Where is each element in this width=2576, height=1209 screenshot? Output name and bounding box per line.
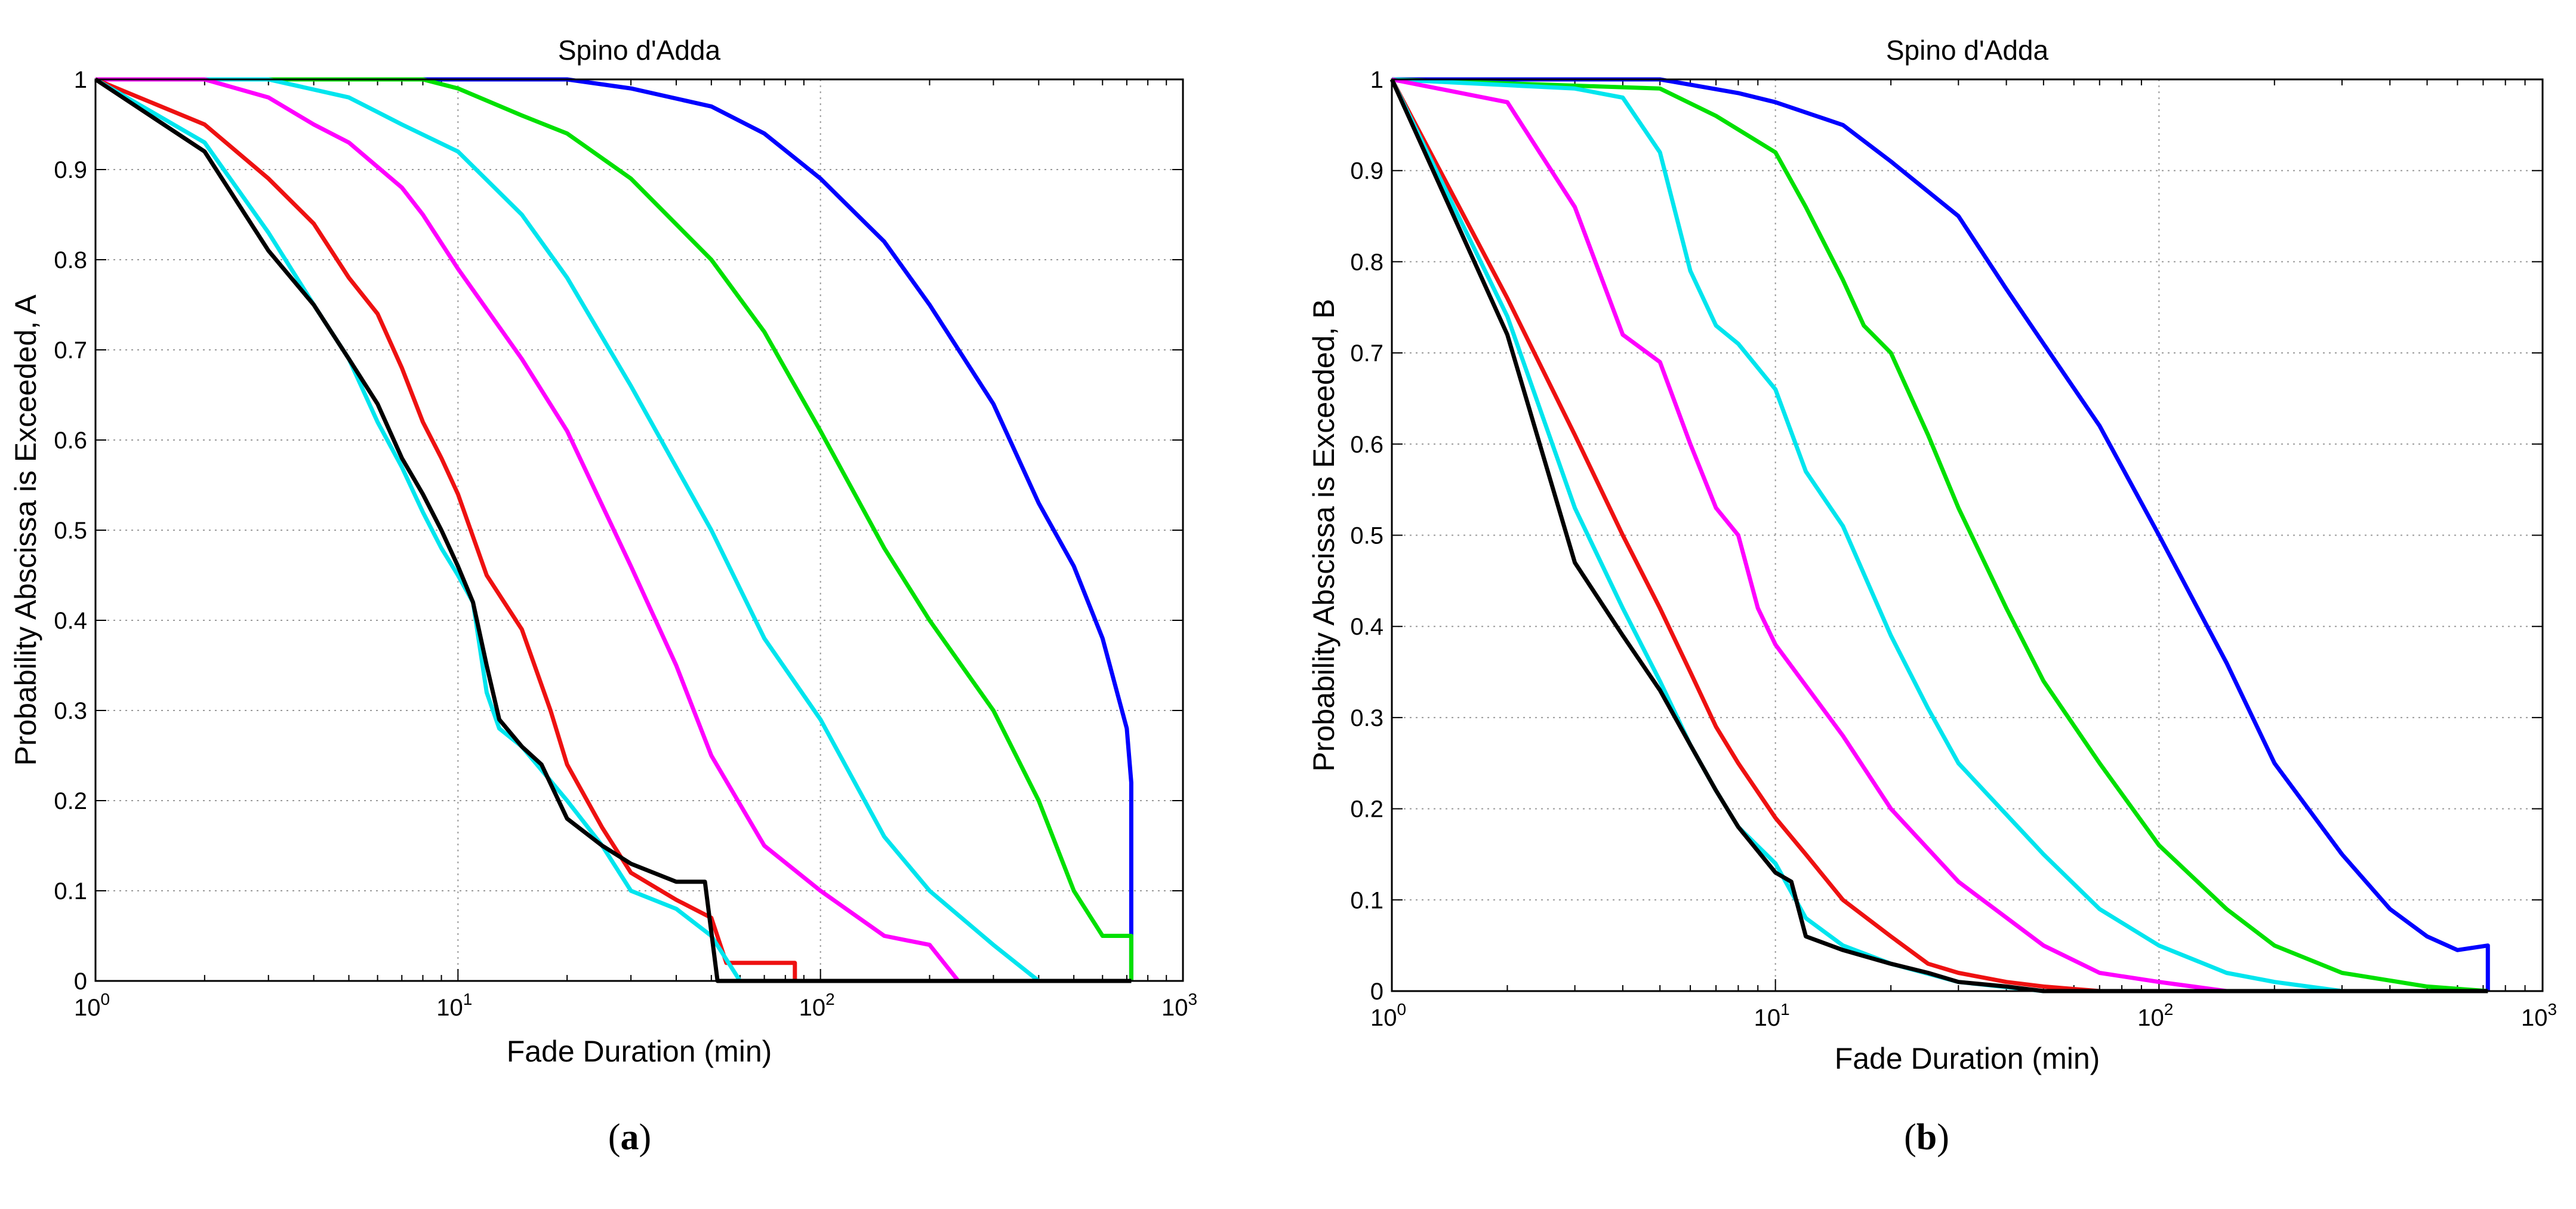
chart-0-series-green (95, 77, 1133, 981)
chart-1-series-red (1389, 78, 2488, 993)
chart-1-series-black (1389, 78, 2488, 993)
chart-0-y-tick-label: 0.6 (54, 427, 87, 454)
chart-1-x-tick-base: 10 (2137, 1005, 2164, 1031)
chart-0-x-axis-label: Fade Duration (min) (507, 1035, 772, 1068)
chart-0-y-axis-label: Probability Abscissa is Exceeded, A (9, 294, 42, 766)
chart-0-series-black (94, 78, 1132, 983)
chart-0-series-cyan-1 (95, 77, 1132, 983)
chart-0-x-tick-label: 100 (74, 990, 110, 1021)
chart-0-y-tick-label: 1 (74, 67, 87, 93)
chart-0-panel-letter: a (621, 1117, 639, 1158)
chart-0-x-tick-label: 103 (1161, 990, 1197, 1021)
chart-1-x-tick-exponent: 2 (2164, 1000, 2174, 1019)
chart-1-series-magenta (1391, 77, 2488, 993)
chart-0-y-tick-label: 0.2 (54, 788, 87, 814)
chart-1-y-tick-label: 0.9 (1350, 158, 1383, 184)
chart-0-x-tick-base: 10 (74, 995, 101, 1021)
chart-0-x-tick-label: 101 (436, 990, 472, 1021)
chart-0-series-group (94, 77, 1133, 983)
chart-0-x-tick-exponent: 3 (1188, 990, 1197, 1008)
chart-1-series-group (1389, 77, 2490, 993)
chart-0-x-tick-exponent: 2 (825, 990, 835, 1008)
chart-0-y-tick-label: 0 (74, 968, 87, 995)
chart-1-y-tick-label: 0.2 (1350, 796, 1383, 823)
chart-1-x-tick-label: 100 (1370, 1000, 1406, 1031)
chart-0-y-tick-label: 0.8 (54, 247, 87, 273)
chart-1-y-tick-label: 0.4 (1350, 614, 1383, 640)
chart-1-title: Spino d'Adda (1886, 35, 2049, 66)
chart-1-y-tick-label: 1 (1370, 67, 1383, 93)
chart-1-x-tick-base: 10 (2521, 1005, 2548, 1031)
chart-1-plot-area (1392, 79, 2543, 991)
chart-1-x-tick-label: 101 (1754, 1000, 1790, 1031)
chart-1-panel-letter: b (1916, 1117, 1937, 1158)
chart-1-x-tick-base: 10 (1754, 1005, 1781, 1031)
chart-0-x-tick-exponent: 1 (463, 990, 473, 1008)
chart-0-series-magenta (95, 77, 1132, 983)
chart-0-x-tick-base: 10 (1161, 995, 1188, 1021)
chart-1-series-cyan-1 (1391, 77, 2488, 993)
chart-1-x-tick-exponent: 0 (1397, 1000, 1406, 1019)
chart-0-panel-caption: (a) (608, 1117, 651, 1158)
chart-0-x-tick-label: 102 (799, 990, 835, 1021)
chart-1-series-blue (1392, 77, 2490, 991)
chart-0-series-blue (95, 77, 1133, 981)
chart-1-x-tick-exponent: 3 (2547, 1000, 2557, 1019)
chart-0-y-tick-label: 0.1 (54, 878, 87, 905)
chart-0-y-tick-label: 0.3 (54, 698, 87, 724)
chart-1-x-axis-label: Fade Duration (min) (1835, 1042, 2100, 1075)
chart-1-y-tick-label: 0.7 (1350, 340, 1383, 367)
chart-1-y-axis-label: Probability Abscissa is Exceeded, B (1307, 299, 1341, 771)
chart-0-x-tick-base: 10 (436, 995, 463, 1021)
chart-1-x-tick-base: 10 (1370, 1005, 1397, 1031)
chart-0-y-tick-label: 0.5 (54, 518, 87, 544)
chart-0-x-tick-base: 10 (799, 995, 826, 1021)
chart-1-x-tick-label: 103 (2521, 1000, 2557, 1031)
chart-1-panel-caption: (b) (1904, 1117, 1949, 1158)
chart-0-series-red (94, 77, 1132, 983)
chart-1-y-tick-label: 0.6 (1350, 432, 1383, 458)
chart-1-axes-frame (1391, 78, 2544, 992)
chart-1-y-tick-label: 0.3 (1350, 705, 1383, 731)
chart-1-y-tick-label: 0 (1370, 979, 1383, 1005)
chart-1-y-tick-label: 0.1 (1350, 887, 1383, 913)
chart-0-axes-frame (94, 78, 1184, 982)
chart-0-y-tick-label: 0.9 (54, 157, 87, 183)
chart-1-grid (1391, 79, 2543, 992)
chart-1-series-green (1391, 77, 2488, 993)
chart-1-y-tick-label: 0.5 (1350, 523, 1383, 549)
chart-0-y-tick-label: 0.7 (54, 337, 87, 364)
chart-1-x-tick-exponent: 1 (1780, 1000, 1790, 1019)
chart-0-grid (95, 79, 1184, 982)
chart-0-y-tick-label: 0.4 (54, 608, 87, 634)
chart-1-x-tick-label: 102 (2137, 1000, 2173, 1031)
chart-0-title: Spino d'Adda (558, 35, 721, 66)
chart-1-y-tick-label: 0.8 (1350, 249, 1383, 275)
chart-0-x-tick-exponent: 0 (100, 990, 110, 1008)
